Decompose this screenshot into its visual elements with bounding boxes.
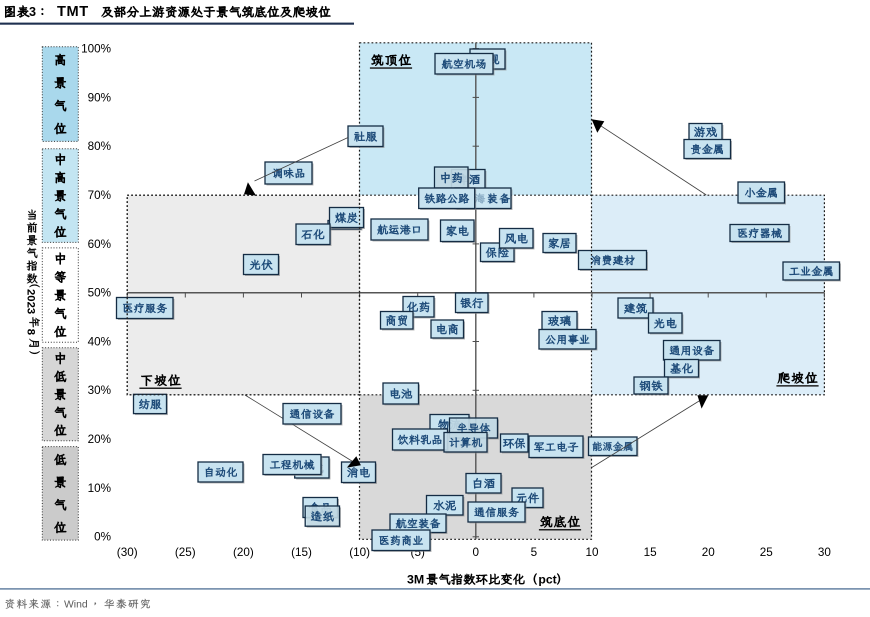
svg-text:0%: 0% xyxy=(94,531,111,544)
svg-text:100%: 100% xyxy=(81,43,111,56)
svg-text:0: 0 xyxy=(473,546,480,559)
svg-text:20%: 20% xyxy=(88,433,111,446)
svg-text:(15): (15) xyxy=(291,546,312,559)
svg-text:pct: pct xyxy=(538,573,556,587)
svg-text:(10): (10) xyxy=(349,546,370,559)
svg-text:(30): (30) xyxy=(117,546,138,559)
svg-text:8: 8 xyxy=(25,329,37,335)
svg-text:5: 5 xyxy=(531,546,538,559)
svg-text:50%: 50% xyxy=(88,287,111,300)
svg-text:25: 25 xyxy=(760,546,774,559)
svg-text:20: 20 xyxy=(702,546,716,559)
svg-text:30%: 30% xyxy=(88,384,111,397)
svg-text:90%: 90% xyxy=(88,91,111,104)
svg-text:30: 30 xyxy=(818,546,832,559)
svg-text:(20): (20) xyxy=(233,546,254,559)
svg-text:TMT: TMT xyxy=(57,4,89,20)
svg-text:Wind: Wind xyxy=(64,600,88,611)
svg-text:2023: 2023 xyxy=(25,289,37,314)
svg-text:60%: 60% xyxy=(88,238,111,251)
svg-text:(25): (25) xyxy=(175,546,196,559)
svg-text:10: 10 xyxy=(585,546,599,559)
svg-text:40%: 40% xyxy=(88,335,111,348)
svg-text:3: 3 xyxy=(29,5,36,19)
svg-text:80%: 80% xyxy=(88,140,111,153)
svg-text:15: 15 xyxy=(644,546,658,559)
svg-text:70%: 70% xyxy=(88,189,111,202)
svg-text:3M: 3M xyxy=(407,573,424,587)
svg-text:10%: 10% xyxy=(88,482,111,495)
